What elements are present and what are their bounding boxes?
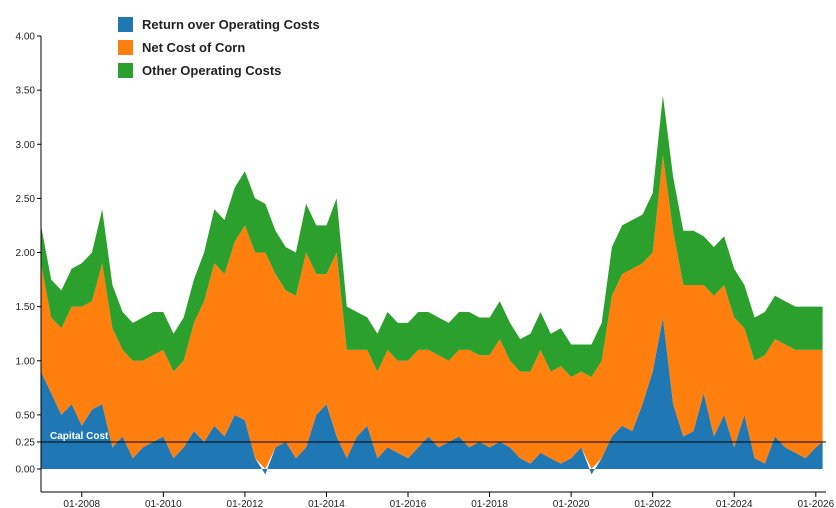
x-tick-label: 01-2012 bbox=[227, 499, 264, 508]
x-tick-label: 01-2020 bbox=[553, 499, 590, 508]
x-tick-label: 01-2026 bbox=[797, 499, 834, 508]
y-tick-label: 0.00 bbox=[16, 465, 36, 476]
x-tick-label: 01-2018 bbox=[471, 499, 508, 508]
capital-cost-label: Capital Cost bbox=[50, 431, 109, 442]
area-other-operating-costs bbox=[41, 95, 823, 377]
y-tick-label: 1.00 bbox=[16, 356, 36, 367]
y-axis-ticks: 4.00 3.50 3.00 2.50 2.00 1.50 1.00 0.50 0.25 0.00 bbox=[16, 32, 41, 476]
chart-axes: 4.00 3.50 3.00 2.50 2.00 1.50 1.00 0.50 0.25 0.00… bbox=[16, 32, 835, 508]
legend-swatch-return-over-operating-costs bbox=[118, 17, 133, 32]
legend-swatch-other-operating-costs bbox=[118, 63, 133, 78]
y-tick-label: 1.50 bbox=[16, 302, 36, 313]
y-tick-label: 3.50 bbox=[16, 86, 36, 97]
y-tick-label: 4.00 bbox=[16, 32, 36, 43]
x-tick-label: 01-2016 bbox=[390, 499, 427, 508]
x-tick-label: 01-2022 bbox=[634, 499, 671, 508]
x-tick-label: 01-2010 bbox=[145, 499, 182, 508]
y-tick-label: 2.00 bbox=[16, 248, 36, 259]
area-net-cost-of-corn bbox=[41, 155, 823, 469]
area-return-over-operating-costs bbox=[41, 317, 823, 475]
capital-cost-reference: Capital Cost bbox=[41, 431, 826, 443]
x-axis-ticks: 01-2008 01-2010 01-2012 01-2014 01-2016 01-20… bbox=[63, 492, 835, 508]
legend-label-net-cost-of-corn: Net Cost of Corn bbox=[142, 40, 245, 55]
y-tick-label: 0.25 bbox=[16, 437, 36, 448]
legend-label-other-operating-costs: Other Operating Costs bbox=[142, 63, 281, 78]
y-tick-label: 3.00 bbox=[16, 140, 36, 151]
x-tick-label: 01-2014 bbox=[308, 499, 345, 508]
legend-swatch-net-cost-of-corn bbox=[118, 40, 133, 55]
y-tick-label: 0.50 bbox=[16, 410, 36, 421]
legend: Return over Operating Costs Net Cost of C… bbox=[118, 17, 320, 78]
x-tick-label: 01-2008 bbox=[63, 499, 100, 508]
x-tick-label: 01-2024 bbox=[716, 499, 753, 508]
chart-areas bbox=[41, 95, 823, 475]
y-tick-label: 2.50 bbox=[16, 194, 36, 205]
legend-label-return-over-operating-costs: Return over Operating Costs bbox=[142, 17, 320, 32]
